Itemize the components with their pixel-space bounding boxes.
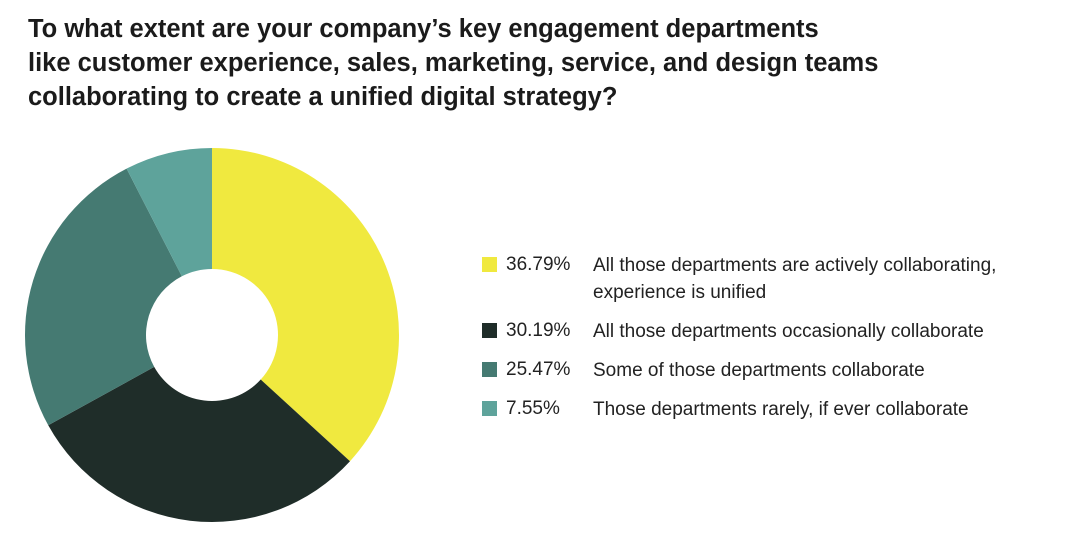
legend-label: Some of those departments collaborate (593, 357, 1057, 384)
legend-item-occasionally-collaborate: 30.19% All those departments occasionall… (482, 318, 1057, 345)
legend-label: Those departments rarely, if ever collab… (593, 396, 1057, 423)
chart-title: To what extent are your company’s key en… (28, 12, 1028, 114)
legend-swatch (482, 401, 497, 416)
legend-label-line: All those departments occasionally colla… (593, 321, 984, 342)
legend-value: 7.55% (506, 398, 560, 419)
donut-slice-1 (212, 148, 399, 462)
legend-value: 36.79% (506, 254, 571, 275)
donut-slice-3 (24, 168, 182, 426)
legend-swatch (482, 362, 497, 377)
legend-value: 30.19% (506, 320, 571, 341)
chart-title-line-3: collaborating to create a unified digita… (28, 83, 618, 111)
legend-label-line: Those departments rarely, if ever collab… (593, 399, 969, 420)
chart-title-line-1: To what extent are your company’s key en… (28, 15, 819, 43)
legend-item-actively-collaborating: 36.79% All those departments are activel… (482, 252, 1057, 306)
legend: 36.79% All those departments are activel… (482, 252, 1057, 423)
legend-swatch (482, 257, 497, 272)
legend-label-line: experience is unified (593, 282, 767, 303)
donut-slice-4 (126, 148, 212, 277)
legend-value: 25.47% (506, 359, 571, 380)
legend-swatch (482, 323, 497, 338)
donut-slice-2 (48, 366, 350, 522)
legend-label: All those departments occasionally colla… (593, 318, 1057, 345)
legend-label-line: Some of those departments collaborate (593, 360, 925, 381)
legend-item-some-collaborate: 25.47% Some of those departments collabo… (482, 357, 1057, 384)
legend-item-rarely-collaborate: 7.55% Those departments rarely, if ever … (482, 396, 1057, 423)
chart-title-line-2: like customer experience, sales, marketi… (28, 49, 879, 77)
legend-label: All those departments are actively colla… (593, 252, 1057, 306)
legend-label-line: All those departments are actively colla… (593, 255, 997, 276)
